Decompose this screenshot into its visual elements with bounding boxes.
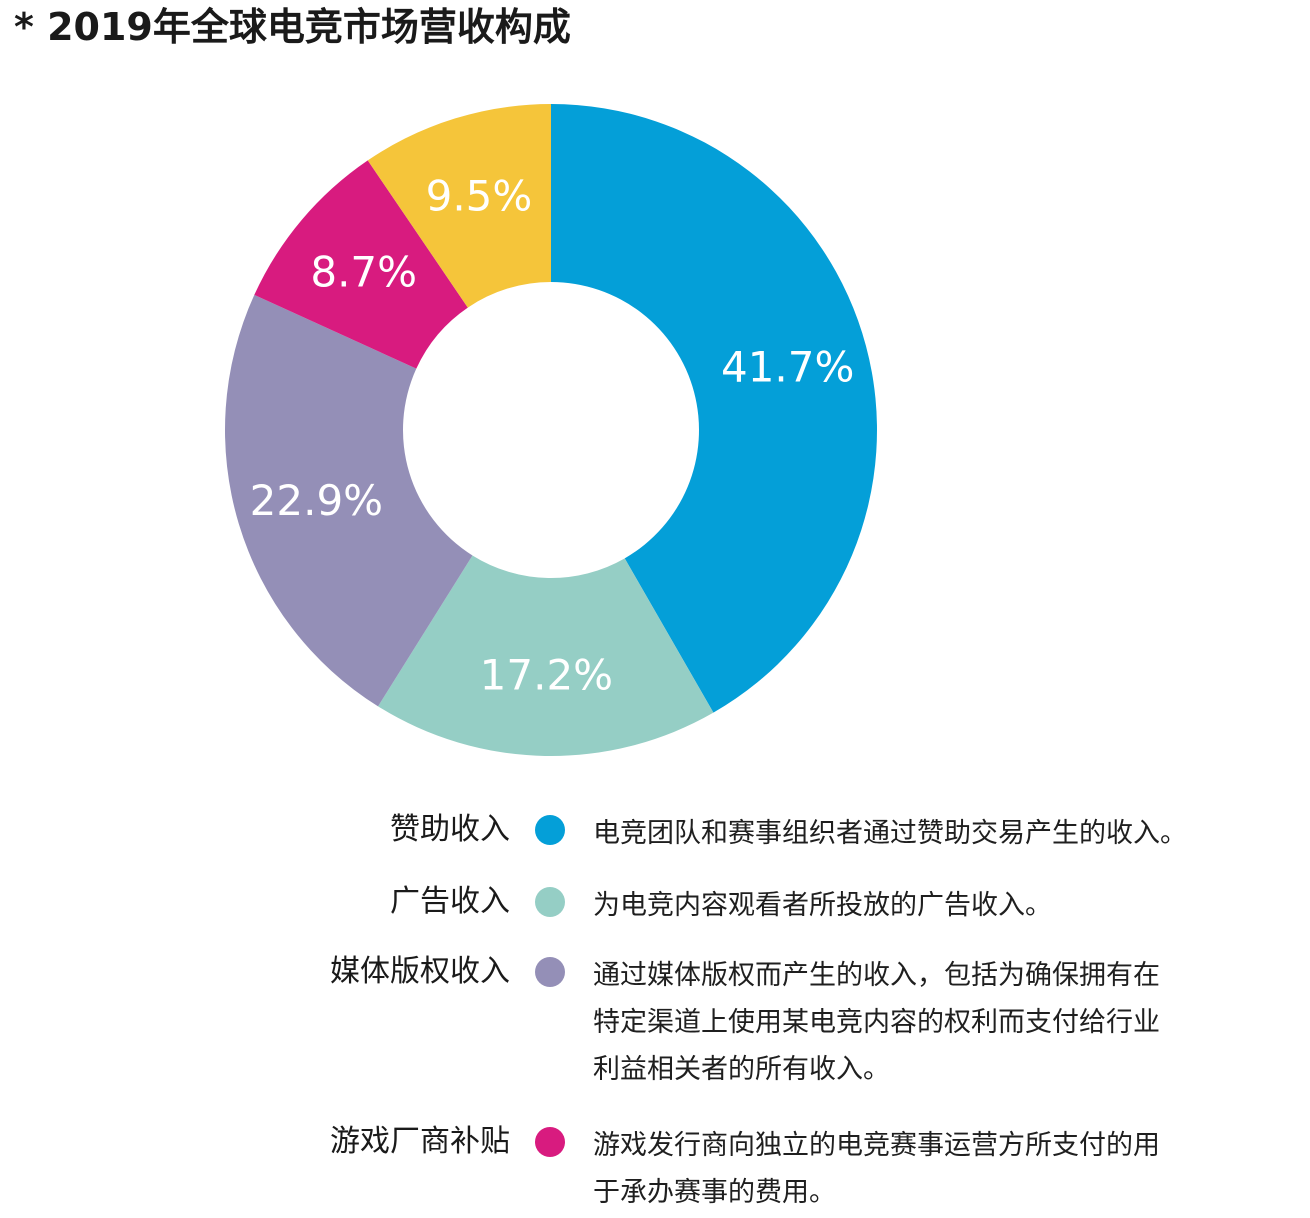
slice-value-label: 22.9% [250,476,383,525]
legend-dot-magenta [535,1127,565,1157]
legend-description: 游戏发行商向独立的电竞赛事运营方所支付的用 于承办赛事的费用。 [593,1122,1203,1216]
legend-name: 媒体版权收入 [330,954,510,989]
legend-description-line: 于承办赛事的费用。 [593,1177,836,1208]
legend-dot-blue [535,815,565,845]
slice-other [367,103,551,308]
slice-media-rights [225,294,473,707]
legend-description-line: 利益相关者的所有收入。 [593,1054,890,1085]
chart-title: * 2019年全球电竞市场营收构成 [14,5,571,49]
legend-name: 赞助收入 [390,812,510,847]
legend-description: 为电竞内容观看者所投放的广告收入。 [593,882,1203,929]
donut-chart: 41.7% 17.2% 22.9% 8.7%9.5% [225,103,877,756]
slice-advertising [378,555,714,756]
slice-publisher-fees [254,160,468,369]
legend-description-line: 电竞团队和赛事组织者通过赞助交易产生的收入。 [593,818,1187,849]
legend-description: 电竞团队和赛事组织者通过赞助交易产生的收入。 [593,810,1203,857]
legend-name: 游戏厂商补贴 [330,1124,510,1159]
legend-description-line: 通过媒体版权而产生的收入，包括为确保拥有在 [593,960,1160,991]
legend-description: 通过媒体版权而产生的收入，包括为确保拥有在 特定渠道上使用某电竞内容的权利而支付… [593,952,1203,1093]
slice-value-label: 41.7% [721,342,854,391]
slice-value-label: 9.5% [426,171,533,220]
slice-value-label: 8.7% [310,248,417,297]
legend-description-line: 特定渠道上使用某电竞内容的权利而支付给行业 [593,1007,1160,1038]
legend-description-line: 游戏发行商向独立的电竞赛事运营方所支付的用 [593,1130,1160,1161]
legend-dot-teal [535,887,565,917]
legend-dot-purple [535,957,565,987]
legend-name: 广告收入 [390,884,510,919]
legend-description-line: 为电竞内容观看者所投放的广告收入。 [593,890,1052,921]
slice-value-label: 17.2% [480,650,613,699]
slice-sponsorship [551,104,877,713]
